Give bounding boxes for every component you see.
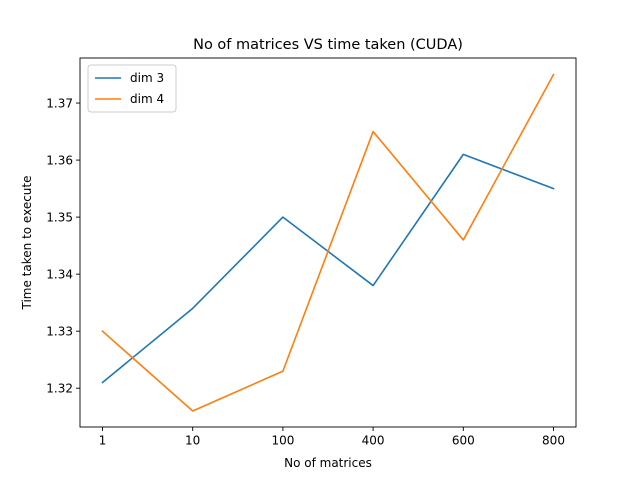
- x-axis-label: No of matrices: [284, 456, 372, 470]
- chart-title: No of matrices VS time taken (CUDA): [193, 37, 463, 53]
- y-tick-label: 1.33: [46, 324, 73, 338]
- y-tick-label: 1.37: [46, 96, 73, 110]
- x-tick-label: 1: [99, 434, 107, 448]
- y-tick-label: 1.34: [46, 267, 73, 281]
- legend-box: [87, 64, 177, 113]
- legend: dim 3 dim 4: [87, 64, 177, 113]
- x-tick-label: 10: [185, 434, 200, 448]
- y-tick-label: 1.35: [46, 210, 73, 224]
- y-axis: 1.32 1.33 1.34 1.35 1.36 1.37: [46, 96, 80, 396]
- plot-area: [80, 58, 576, 427]
- legend-label: dim 4: [130, 92, 164, 106]
- series-layer: [101, 73, 555, 412]
- y-tick-label: 1.32: [46, 382, 73, 396]
- y-tick-label: 1.36: [46, 153, 73, 167]
- series-line-dim-4: [101, 73, 555, 412]
- x-tick-label: 600: [452, 434, 475, 448]
- x-tick-label: 100: [271, 434, 294, 448]
- legend-label: dim 3: [130, 71, 164, 85]
- x-axis: 1 10 100 400 600 800: [99, 427, 565, 448]
- y-axis-label: Time taken to execute: [20, 175, 34, 310]
- x-tick-label: 400: [362, 434, 385, 448]
- x-tick-label: 800: [542, 434, 565, 448]
- plot-frame: [79, 57, 577, 428]
